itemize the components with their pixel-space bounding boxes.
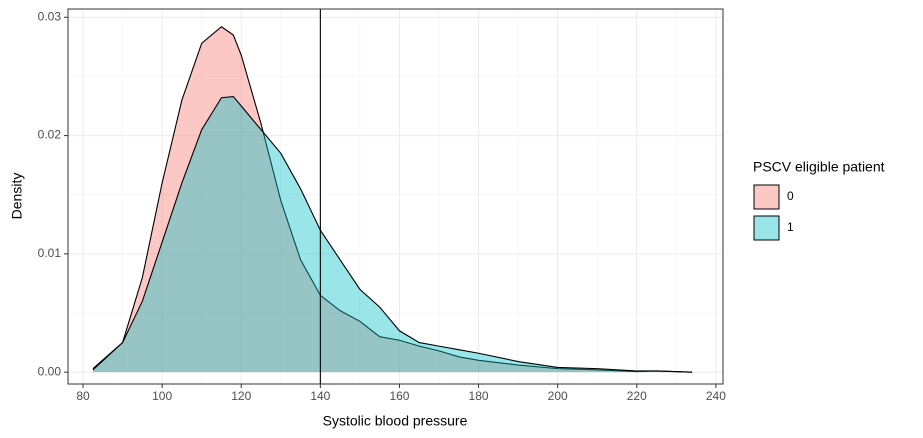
plot-border <box>67 8 724 385</box>
legend-key <box>753 184 780 210</box>
density-outline <box>92 95 693 373</box>
x-tick-label: 160 <box>389 389 409 403</box>
legend-label: 0 <box>787 189 794 203</box>
x-axis-title: Systolic blood pressure <box>323 413 468 429</box>
y-tick-label: 0.01 <box>38 246 62 260</box>
x-tick-label: 100 <box>152 389 172 403</box>
legend-key <box>753 184 780 210</box>
x-tick-label: 200 <box>548 389 568 403</box>
density-outline <box>92 26 693 373</box>
x-tick-label: 140 <box>310 389 330 403</box>
y-tick-label: 0.02 <box>38 128 62 142</box>
legend-title: PSCV eligible patient <box>753 159 885 175</box>
y-tick-label: 0.03 <box>38 9 62 23</box>
density-area <box>92 26 693 373</box>
x-tick-label: 240 <box>706 389 726 403</box>
y-axis-title: Density <box>9 173 25 220</box>
legend-label: 1 <box>787 220 794 234</box>
y-tick-label: 0.00 <box>38 364 62 378</box>
density-area <box>92 96 693 373</box>
x-tick-label: 80 <box>76 389 90 403</box>
x-tick-label: 220 <box>627 389 647 403</box>
legend-key <box>753 215 780 241</box>
legend-key <box>753 215 780 241</box>
x-tick-label: 180 <box>469 389 489 403</box>
x-tick-label: 120 <box>231 389 251 403</box>
